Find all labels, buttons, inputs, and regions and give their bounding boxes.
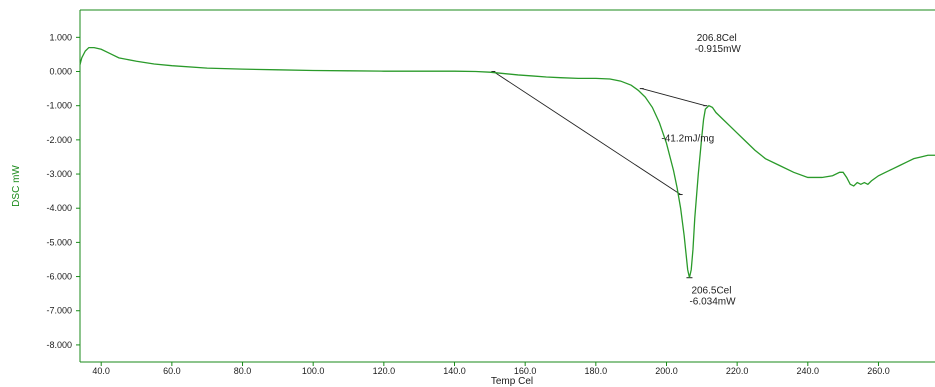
y-tick-label: -8.000 — [46, 340, 72, 350]
y-tick-label: -4.000 — [46, 203, 72, 213]
y-tick-label: -7.000 — [46, 306, 72, 316]
analysis-lines — [491, 71, 708, 279]
x-tick-label: 180.0 — [585, 366, 608, 376]
x-tick-label: 60.0 — [163, 366, 181, 376]
x-tick-label: 200.0 — [655, 366, 678, 376]
y-axis-ticks: 1.000 0.000 -1.000 -2.000 -3.000 -4.000 -5.000… — [46, 32, 80, 350]
annotation-text: 206.8Cel — [697, 33, 737, 44]
y-tick-label: -1.000 — [46, 101, 72, 111]
y-tick-label: -5.000 — [46, 237, 72, 247]
y-tick-label: 0.000 — [49, 67, 72, 77]
x-tick-label: 240.0 — [797, 366, 820, 376]
onset-tangent — [641, 88, 706, 107]
annotation-text: -41.2mJ/mg — [661, 134, 714, 145]
x-axis-label: Temp Cel — [491, 376, 533, 387]
x-tick-label: 100.0 — [302, 366, 325, 376]
y-tick-label: -2.000 — [46, 135, 72, 145]
x-tick-label: 220.0 — [726, 366, 749, 376]
y-tick-label: 1.000 — [49, 32, 72, 42]
annotation-text: 206.5Cel — [691, 286, 731, 297]
y-tick-label: -6.000 — [46, 272, 72, 282]
annotation-text: -6.034mW — [689, 297, 736, 308]
annotation-text: -0.915mW — [695, 44, 742, 55]
x-tick-label: 80.0 — [234, 366, 252, 376]
y-tick-label: -3.000 — [46, 169, 72, 179]
y-axis-label: DSC mW — [11, 165, 22, 207]
plot-frame — [79, 9, 935, 363]
x-tick-label: 40.0 — [92, 366, 110, 376]
x-tick-label: 120.0 — [373, 366, 396, 376]
x-tick-label: 140.0 — [443, 366, 466, 376]
x-axis-ticks: 40.0 60.0 80.0 100.0 120.0 140.0 160.0 180.0 200… — [92, 362, 890, 376]
integration-baseline — [493, 71, 681, 195]
dsc-curve — [79, 46, 935, 278]
x-tick-label: 160.0 — [514, 366, 537, 376]
x-tick-label: 260.0 — [867, 366, 890, 376]
curve-annotations: 206.8Cel-0.915mW -41.2mJ/mg 206.5Cel-6.034… — [661, 33, 741, 308]
